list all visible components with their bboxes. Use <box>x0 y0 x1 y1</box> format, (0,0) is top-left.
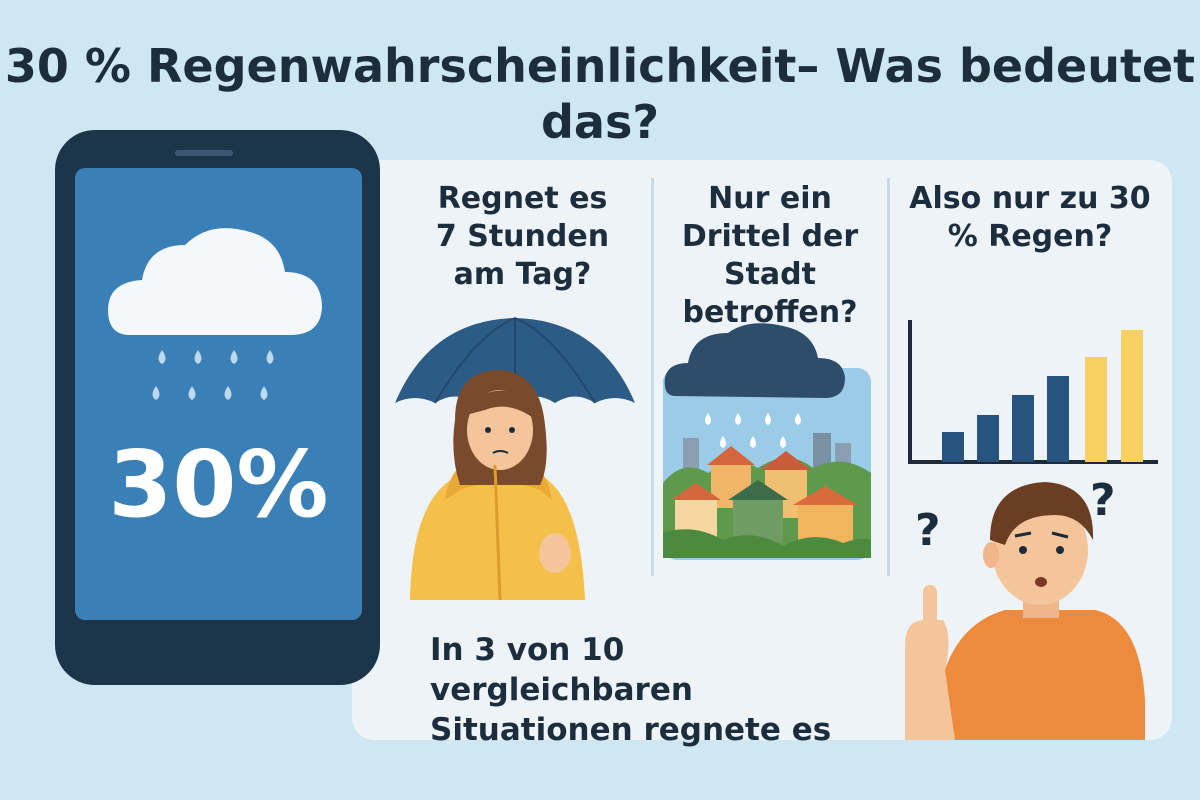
question-line: am Tag? <box>453 257 592 292</box>
question-line: % Regen? <box>947 219 1113 254</box>
woman-with-umbrella-illustration <box>395 317 635 601</box>
question-line: Drittel der <box>681 219 859 254</box>
question-hours: Regnet es 7 Stunden am Tag? <box>405 180 640 294</box>
confused-man-illustration: ? ? <box>905 475 1145 740</box>
rain-cloud-icon <box>108 228 322 400</box>
title-line-2: das? <box>540 95 660 149</box>
title-line-1: 30 % Regenwahrscheinlichkeit– Was bedeut… <box>4 39 1196 93</box>
question-line: Regnet es <box>437 181 608 216</box>
column-divider <box>651 178 654 576</box>
question-area: Nur ein Drittel der Stadt betroffen? <box>660 180 880 332</box>
question-line: Nur ein <box>708 181 832 216</box>
answer-line-2: Situationen regnete es <box>430 712 832 748</box>
phone-speaker <box>175 150 233 156</box>
svg-text:?: ? <box>1090 475 1116 526</box>
question-line: Also nur zu 30 <box>909 181 1151 216</box>
question-line: 7 Stunden <box>435 219 610 254</box>
answer-line-1: In 3 von 10 vergleichbaren <box>430 632 693 708</box>
question-percent-area: Also nur zu 30 % Regen? <box>895 180 1165 256</box>
svg-text:?: ? <box>915 505 941 556</box>
bar-chart-illustration <box>908 320 1158 464</box>
answer-text: In 3 von 10 vergleichbaren Situationen r… <box>430 630 890 750</box>
probability-value: 30% <box>108 431 329 538</box>
city-rain-illustration <box>663 323 871 560</box>
page-title: 30 % Regenwahrscheinlichkeit– Was bedeut… <box>0 38 1200 150</box>
column-divider <box>887 178 890 576</box>
